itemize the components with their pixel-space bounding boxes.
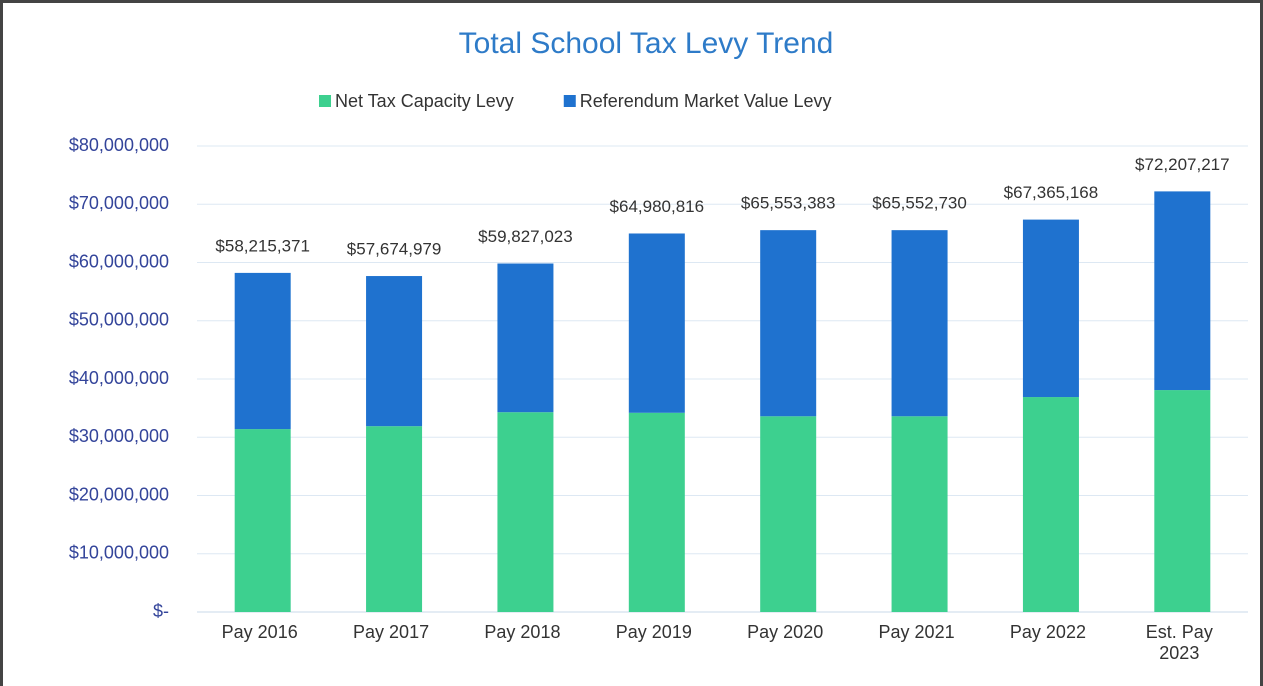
y-tick-label: $70,000,000 [69,193,169,213]
bar-segment [1154,191,1211,391]
bar-segment [1022,397,1079,612]
y-tick-label: $40,000,000 [69,368,169,388]
y-tick-label: $80,000,000 [69,135,169,155]
x-tick-label: Pay 2020 [747,622,824,642]
x-tick-label: Pay 2021 [878,622,955,642]
bar-segment [366,276,423,427]
x-tick-label: Pay 2016 [221,622,298,642]
legend-swatch [563,95,576,107]
legend-label: Referendum Market Value Levy [580,91,832,111]
y-tick-label: $- [153,601,169,621]
total-label: $72,207,217 [1135,155,1230,174]
y-tick-label: $50,000,000 [69,310,169,330]
chart-title: Total School Tax Levy Trend [459,27,834,60]
bar-segment [497,263,554,413]
legend-swatch [319,95,331,107]
bar-segment [497,412,554,612]
total-label: $57,674,979 [347,240,442,259]
x-tick-label: Pay 2019 [615,622,692,642]
y-tick-label: $20,000,000 [69,484,169,504]
bar-segment [1154,390,1211,612]
x-tick-label: Pay 2022 [1009,622,1086,642]
x-tick-label: Est. Pay 2023 [1145,622,1213,663]
bar-segment [891,416,948,612]
bar-segment [234,429,291,612]
chart-svg: Total School Tax Levy Trend $- $10,000,00… [69,27,1248,621]
total-label: $67,365,168 [1004,183,1099,202]
bar-segment [760,230,817,417]
total-label: $58,215,371 [215,236,310,255]
bar-segment [1022,219,1079,398]
bar-segment [760,416,817,612]
bar-segment [891,230,948,417]
bar-segment [234,272,291,430]
y-tick-label: $60,000,000 [69,251,169,271]
y-tick-label: $10,000,000 [69,543,169,563]
total-label: $64,980,816 [610,197,705,216]
x-tick-label: Pay 2018 [484,622,561,642]
legend-label: Net Tax Capacity Levy [335,91,514,111]
total-label: $59,827,023 [478,227,573,246]
bar-segment [366,426,423,612]
bar-segment [628,412,685,612]
y-tick-label: $30,000,000 [69,426,169,446]
x-tick-label: Pay 2017 [353,622,430,642]
bar-segment [628,233,685,413]
total-label: $65,552,730 [872,194,967,213]
total-label: $65,553,383 [741,194,836,213]
